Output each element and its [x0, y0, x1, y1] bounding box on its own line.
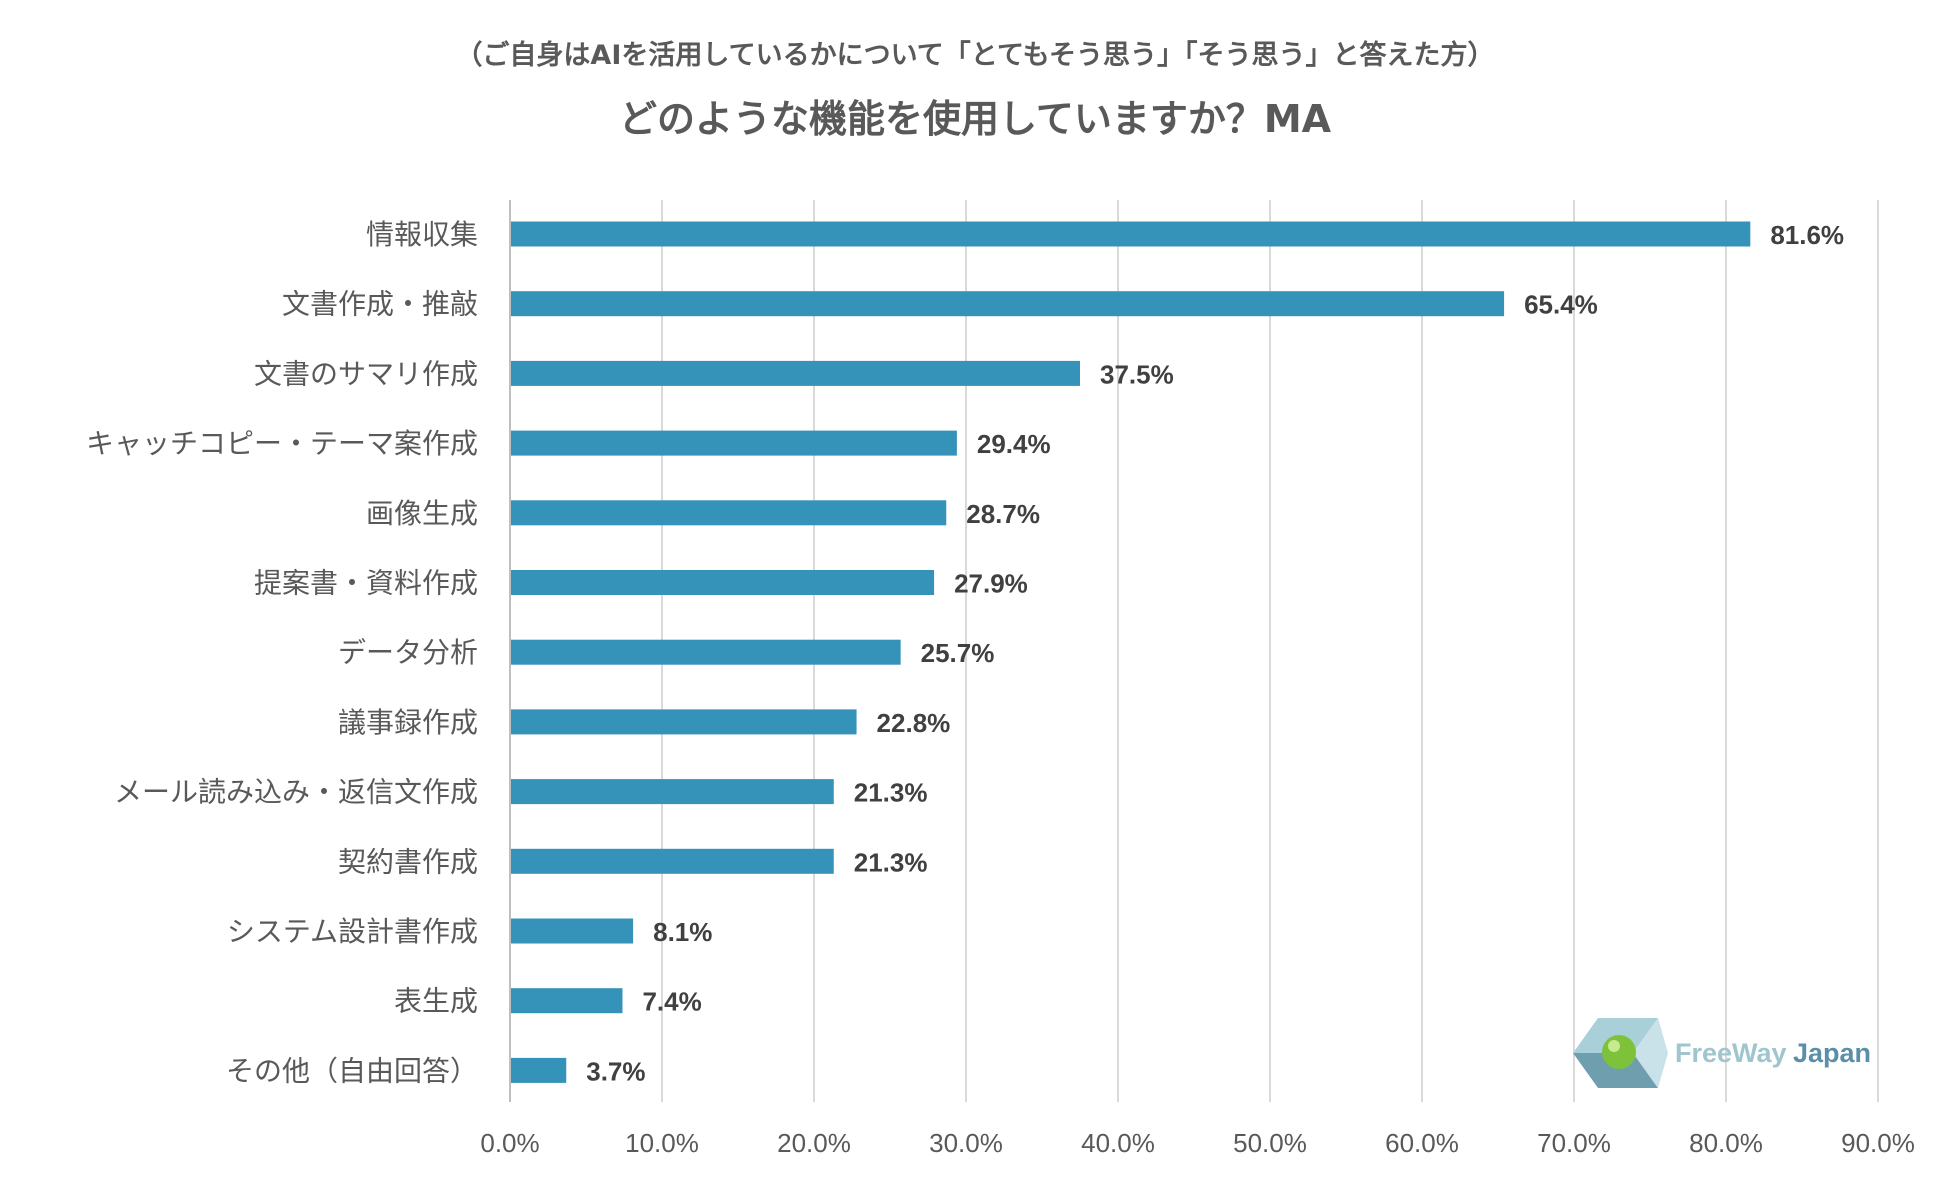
x-tick-label: 80.0% — [1689, 1128, 1763, 1158]
bar — [511, 430, 957, 456]
x-tick-label: 10.0% — [625, 1128, 699, 1158]
logo-text-freeway: FreeWay — [1675, 1038, 1787, 1068]
freewayjapan-logo: FreeWay Japan — [1573, 1018, 1871, 1088]
category-label: 提案書・資料作成 — [254, 567, 478, 600]
bar — [511, 988, 623, 1014]
labels: 0.0% 10.0% 20.0% 30.0% 40.0% 50.0% 60.0% 70.0% 8… — [86, 218, 1915, 1158]
category-label: 文書のサマリ作成 — [254, 357, 478, 390]
category-label: データ分析 — [338, 636, 478, 669]
x-tick-label: 30.0% — [929, 1128, 1003, 1158]
category-label: 議事録作成 — [338, 706, 478, 739]
bar — [511, 570, 935, 595]
bars — [511, 221, 1751, 1083]
category-label: 表生成 — [394, 985, 478, 1018]
bar — [511, 848, 834, 874]
x-tick-label: 0.0% — [480, 1128, 539, 1158]
bar — [511, 639, 901, 665]
data-label: 8.1% — [653, 917, 712, 947]
data-label: 22.8% — [877, 708, 951, 738]
bar — [511, 291, 1505, 317]
data-label: 81.6% — [1770, 220, 1844, 250]
x-tick-label: 20.0% — [777, 1128, 851, 1158]
bar — [511, 1057, 567, 1083]
logo-text-japan: Japan — [1793, 1038, 1871, 1068]
data-label: 7.4% — [642, 987, 701, 1017]
bar — [511, 779, 834, 805]
data-label: 65.4% — [1524, 290, 1598, 320]
data-label: 21.3% — [854, 847, 928, 877]
bar — [511, 709, 857, 735]
chart-subtitle: （ご自身はAIを活用しているかについて「とてもそう思う」「そう思う」と答えた方） — [455, 39, 1494, 71]
bar — [511, 221, 1751, 247]
bar — [511, 500, 947, 526]
gridlines — [509, 200, 1879, 1102]
data-label: 21.3% — [854, 778, 928, 808]
data-label: 25.7% — [921, 638, 995, 668]
chart-title: どのような機能を使用していますか？MA — [619, 97, 1332, 141]
data-label: 3.7% — [586, 1056, 645, 1086]
data-label: 37.5% — [1100, 359, 1174, 389]
bar — [511, 918, 634, 944]
bar — [511, 360, 1080, 386]
data-label: 29.4% — [977, 429, 1051, 459]
category-label: 文書作成・推敲 — [282, 288, 478, 321]
category-label: 契約書作成 — [338, 845, 478, 878]
category-label: その他（自由回答） — [226, 1054, 478, 1087]
x-tick-label: 90.0% — [1841, 1128, 1915, 1158]
x-tick-label: 70.0% — [1537, 1128, 1611, 1158]
category-label: 画像生成 — [366, 497, 478, 530]
x-tick-label: 60.0% — [1385, 1128, 1459, 1158]
category-label: 情報収集 — [366, 218, 478, 251]
category-label: システム設計書作成 — [227, 915, 478, 948]
category-label: メール読み込み・返信文作成 — [114, 776, 478, 809]
data-label: 27.9% — [954, 569, 1028, 599]
logo-mark-icon — [1573, 1018, 1668, 1088]
category-label: キャッチコピー・テーマ案作成 — [86, 427, 478, 460]
data-label: 28.7% — [966, 499, 1040, 529]
x-tick-label: 50.0% — [1233, 1128, 1307, 1158]
x-tick-label: 40.0% — [1081, 1128, 1155, 1158]
